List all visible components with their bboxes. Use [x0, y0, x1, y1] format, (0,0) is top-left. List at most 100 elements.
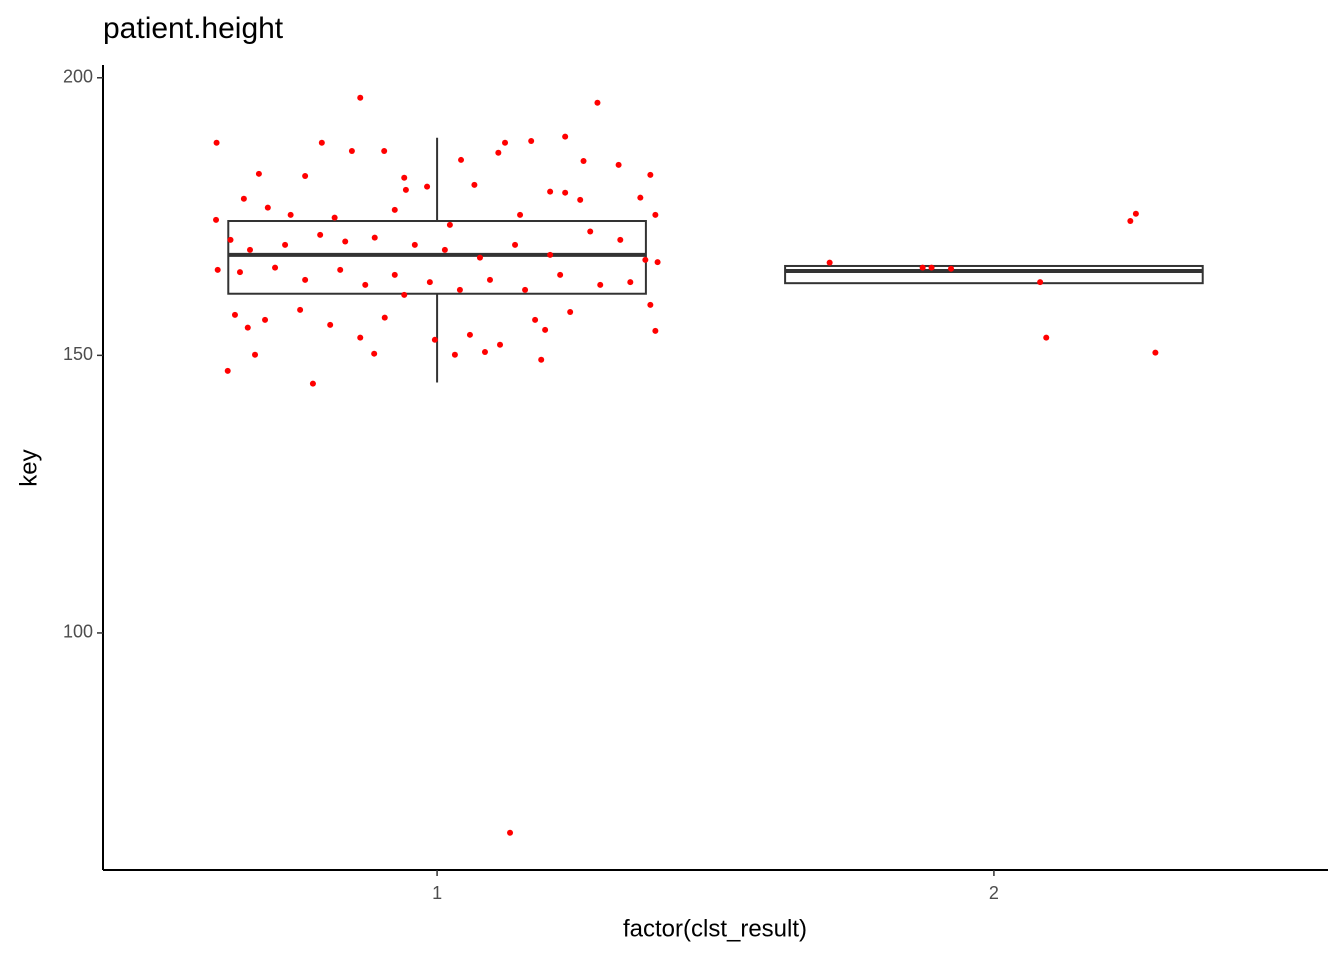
point: [255, 170, 262, 177]
point: [826, 259, 833, 266]
point: [486, 276, 493, 283]
point: [652, 327, 659, 334]
point: [431, 336, 438, 343]
point: [567, 309, 574, 316]
point: [642, 256, 649, 263]
point: [262, 316, 269, 323]
point: [557, 271, 564, 278]
chart-title: patient.height: [103, 12, 284, 45]
point: [287, 211, 294, 218]
x-axis-title: factor(clst_result): [623, 915, 807, 942]
point: [213, 139, 220, 146]
point: [517, 211, 524, 218]
y-tick-label: 150: [63, 344, 93, 364]
point: [1037, 279, 1044, 286]
point: [236, 269, 243, 276]
point: [627, 279, 634, 286]
point: [502, 139, 509, 146]
point: [542, 326, 549, 333]
point: [264, 204, 271, 211]
point: [451, 351, 458, 358]
point: [441, 246, 448, 253]
point: [587, 228, 594, 235]
point: [231, 311, 238, 318]
point: [402, 186, 409, 193]
point: [615, 161, 622, 168]
box: [784, 264, 1204, 285]
point: [426, 279, 433, 286]
point: [547, 251, 554, 258]
point: [371, 234, 378, 241]
point: [348, 148, 355, 155]
point: [371, 350, 378, 357]
point: [240, 195, 247, 202]
point: [252, 351, 259, 358]
point: [381, 314, 388, 321]
point: [244, 324, 251, 331]
point: [247, 246, 253, 253]
point: [381, 148, 388, 155]
point: [919, 264, 926, 271]
point: [446, 221, 453, 228]
point: [214, 266, 221, 273]
point: [357, 334, 364, 341]
point: [337, 266, 344, 273]
point: [466, 331, 473, 338]
point: [647, 171, 654, 178]
point: [302, 276, 309, 283]
point: [297, 306, 304, 313]
point: [528, 138, 535, 145]
point: [309, 380, 316, 387]
point: [538, 356, 545, 363]
point: [272, 264, 279, 271]
point: [481, 349, 488, 356]
point: [411, 241, 418, 248]
point: [327, 321, 334, 328]
point: [577, 196, 584, 203]
point: [512, 241, 519, 248]
point: [594, 99, 601, 106]
point: [401, 291, 408, 298]
point: [497, 341, 504, 348]
point: [597, 281, 604, 288]
point: [495, 149, 502, 156]
point: [617, 236, 624, 243]
point: [562, 133, 569, 140]
point: [1152, 349, 1159, 356]
point: [547, 188, 554, 195]
point: [342, 238, 349, 245]
point: [302, 173, 309, 180]
point: [580, 158, 587, 165]
point: [647, 301, 654, 308]
y-tick-label: 200: [63, 67, 93, 87]
point: [948, 265, 955, 272]
point: [391, 271, 398, 278]
point: [224, 367, 231, 374]
box: [227, 220, 647, 295]
point: [357, 94, 364, 101]
point: [458, 156, 465, 163]
point: [213, 216, 220, 223]
x-tick-label: 1: [432, 883, 442, 903]
point: [331, 214, 338, 221]
point: [928, 264, 935, 271]
point: [637, 194, 644, 201]
point: [424, 183, 431, 190]
point: [282, 241, 289, 248]
point: [522, 286, 529, 293]
point: [401, 174, 408, 181]
y-axis-title: key: [15, 449, 42, 486]
point: [654, 259, 661, 266]
point: [562, 189, 569, 196]
point: [652, 211, 659, 218]
x-tick-label: 2: [989, 883, 999, 903]
point: [507, 829, 514, 836]
point: [456, 286, 463, 293]
point: [471, 181, 478, 188]
point: [1132, 210, 1139, 217]
y-tick-label: 100: [63, 622, 93, 642]
point: [318, 139, 325, 146]
point: [476, 254, 483, 261]
